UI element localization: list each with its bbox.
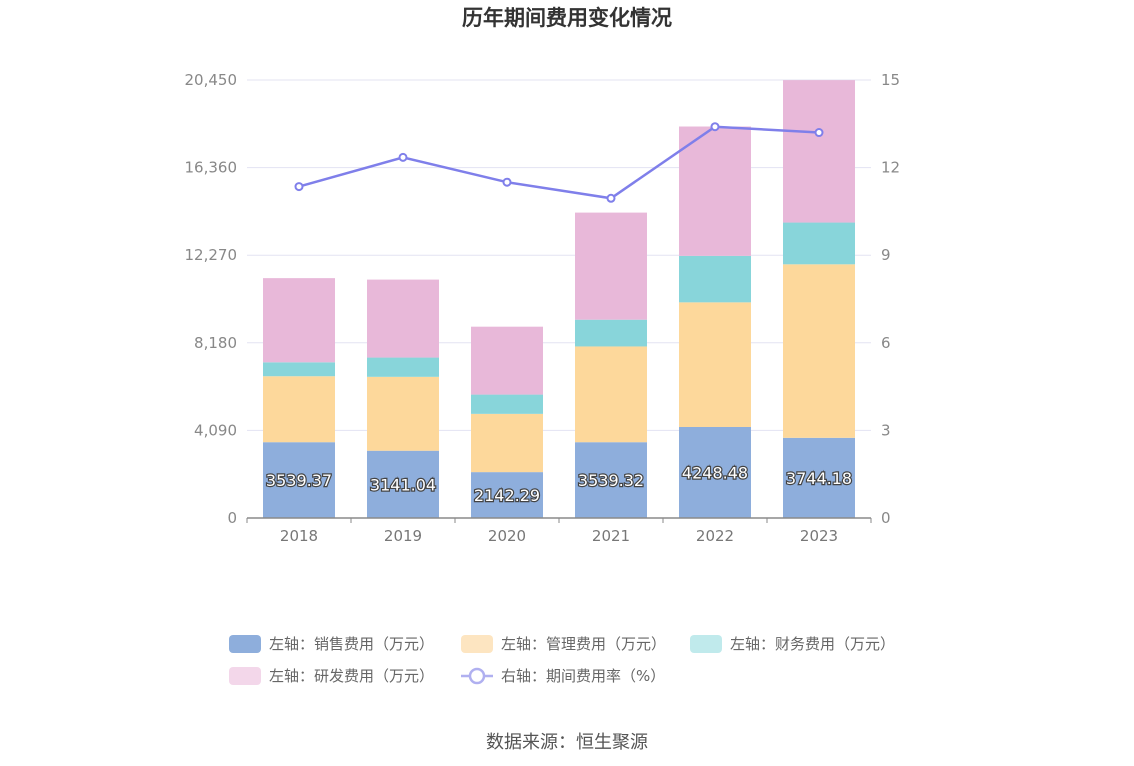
grid-lines (247, 79, 871, 431)
left-tick-label: 8,180 (194, 334, 237, 352)
chart-title: 历年期间费用变化情况 (462, 6, 672, 30)
legend-item[interactable]: 右轴：期间费用率（%） (461, 667, 665, 685)
bar-segment-finance (679, 255, 751, 303)
legend-swatch (229, 635, 261, 653)
bars (263, 80, 855, 518)
bar-value-label: 3141.04 (370, 475, 436, 494)
bar-segment-rd (263, 278, 335, 363)
legend-label: 右轴：期间费用率（%） (501, 667, 665, 685)
legend-item[interactable]: 左轴：研发费用（万元） (229, 667, 434, 685)
legend-label: 左轴：财务费用（万元） (730, 635, 895, 653)
rate-point (502, 177, 512, 187)
rate-point (294, 182, 304, 192)
x-tick-label: 2018 (280, 527, 318, 545)
bar-segment-rd (471, 326, 543, 395)
bar-segment-finance (783, 222, 855, 265)
x-tick-label: 2021 (592, 527, 630, 545)
bar-segment-finance (471, 394, 543, 414)
legend-swatch (690, 635, 722, 653)
bar-segment-rd (575, 212, 647, 320)
left-axis-ticks: 0 4,090 8,180 12,270 16,360 20,450 (185, 71, 238, 527)
bar-value-label: 3539.32 (578, 471, 644, 490)
bar-segment-sales (575, 442, 647, 518)
rate-point (710, 122, 720, 132)
legend-item[interactable]: 左轴：财务费用（万元） (690, 635, 895, 653)
rate-line-path (298, 125, 820, 200)
right-tick-label: 15 (881, 71, 900, 89)
source-note: 数据来源：恒生聚源 (486, 732, 648, 753)
bar-segment-sales (679, 427, 751, 518)
bar-segment-finance (367, 357, 439, 377)
bar-segment-admin (679, 302, 751, 428)
bar-segment-finance (575, 319, 647, 347)
right-tick-label: 0 (881, 509, 891, 527)
x-tick-label: 2019 (384, 527, 422, 545)
x-tick-label: 2022 (696, 527, 734, 545)
rate-point (398, 152, 408, 162)
left-tick-label: 0 (227, 509, 237, 527)
bar-segment-admin (471, 413, 543, 473)
right-axis-ticks: 0 3 6 9 12 15 (881, 71, 900, 527)
bar-segment-admin (263, 376, 335, 443)
bar-segment-sales (367, 450, 439, 518)
bar-segment-admin (367, 376, 439, 451)
left-tick-label: 20,450 (185, 71, 238, 89)
rate-line (294, 122, 824, 203)
legend-swatch (461, 635, 493, 653)
rate-point (606, 193, 616, 203)
right-tick-label: 3 (881, 421, 891, 439)
legend-label: 左轴：销售费用（万元） (269, 635, 434, 653)
legend-item[interactable]: 左轴：管理费用（万元） (461, 635, 666, 653)
x-tick-label: 2020 (488, 527, 526, 545)
bar-segment-admin (783, 264, 855, 438)
rate-point (814, 128, 824, 138)
left-tick-label: 4,090 (194, 421, 237, 439)
legend-label: 左轴：管理费用（万元） (501, 635, 666, 653)
bar-segment-sales (471, 472, 543, 518)
legend-swatch (229, 667, 261, 685)
bar-segment-rd (783, 80, 855, 223)
bar-segment-sales (263, 442, 335, 518)
legend[interactable]: 左轴：销售费用（万元） 左轴：管理费用（万元） 左轴：财务费用（万元） 左轴：研发费用… (229, 635, 895, 685)
bar-segment-rd (367, 279, 439, 358)
bar-value-label: 2142.29 (474, 486, 540, 505)
bar-value-label: 4248.48 (682, 464, 748, 483)
bar-segment-finance (263, 362, 335, 377)
x-tick-label: 2023 (800, 527, 838, 545)
legend-marker-icon (468, 667, 486, 685)
legend-item[interactable]: 左轴：销售费用（万元） (229, 635, 434, 653)
right-tick-label: 6 (881, 334, 891, 352)
bar-segment-admin (575, 346, 647, 443)
legend-label: 左轴：研发费用（万元） (269, 667, 434, 685)
left-tick-label: 12,270 (185, 246, 238, 264)
bar-segment-sales (783, 437, 855, 518)
x-axis: 2018 2019 2020 2021 2022 2023 (246, 517, 872, 545)
bar-segment-rd (679, 126, 751, 256)
right-tick-label: 12 (881, 159, 900, 177)
bar-labels: 3539.37 3141.04 2142.29 3539.32 4248.48 3744.… (265, 462, 854, 506)
bar-value-label: 3744.18 (786, 469, 852, 488)
left-tick-label: 16,360 (185, 159, 238, 177)
right-tick-label: 9 (881, 246, 891, 264)
bar-value-label: 3539.37 (266, 471, 332, 490)
